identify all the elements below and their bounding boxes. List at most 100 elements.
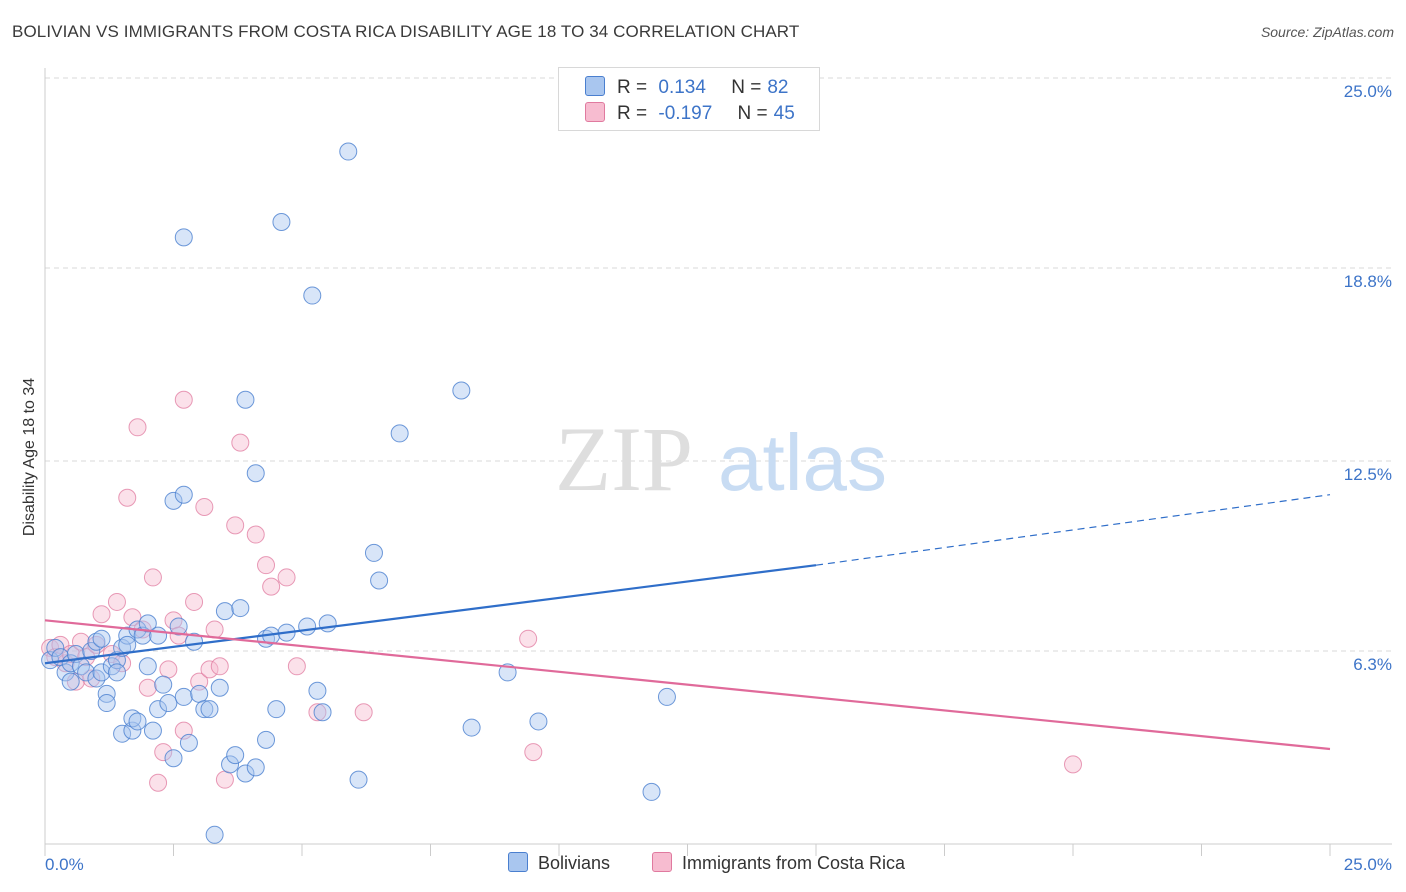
bolivians-point — [123, 709, 142, 728]
costa-rica-point — [524, 743, 543, 762]
costa-rica-point — [195, 497, 214, 516]
bolivians-point — [452, 381, 471, 400]
y-tick-label: 12.5% — [1344, 465, 1392, 484]
legend-swatch-bolivians — [585, 76, 605, 96]
bolivians-point — [390, 424, 409, 443]
costa-rica-trend-line — [44, 619, 1331, 751]
bolivians-point — [364, 543, 383, 562]
bolivians-point — [149, 626, 168, 645]
costa-rica-point — [154, 743, 173, 762]
legend-row-costa-rica: R = -0.197 N = 45 — [585, 102, 795, 128]
costa-rica-point — [113, 654, 132, 673]
bolivians-point — [236, 390, 255, 409]
bolivians-point — [77, 663, 96, 682]
bolivians-point — [221, 755, 240, 774]
costa-rica-point — [107, 592, 126, 611]
costa-rica-point — [118, 488, 137, 507]
bolivians-point — [318, 614, 337, 633]
bolivians-point — [82, 641, 101, 660]
bolivians-point — [231, 599, 250, 618]
costa-rica-point — [519, 629, 538, 648]
bottom-legend-costa-rica: Immigrants from Costa Rica — [652, 852, 905, 874]
legend-r-label: R = — [617, 103, 648, 124]
costa-rica-points — [41, 390, 1082, 792]
bolivians-point — [169, 617, 188, 636]
bolivians-point — [298, 617, 317, 636]
costa-rica-point — [41, 638, 60, 657]
costa-rica-point — [200, 660, 219, 679]
bolivians-point — [97, 694, 116, 713]
costa-rica-point — [185, 592, 204, 611]
grid-lines — [45, 77, 1392, 652]
costa-rica-point — [159, 660, 178, 679]
correlation-legend: R = 0.134 N = 82 R = -0.197 N = 45 — [558, 67, 820, 131]
bolivians-point — [236, 764, 255, 783]
bolivians-point — [61, 672, 80, 691]
bolivians-point — [118, 635, 137, 654]
costa-rica-point — [1064, 755, 1082, 774]
bolivians-point — [313, 703, 332, 722]
bolivians-point — [164, 491, 183, 510]
bolivians-point — [190, 684, 209, 703]
bolivians-point — [159, 694, 178, 713]
costa-rica-point — [308, 703, 327, 722]
legend-r-label: R = — [617, 77, 648, 98]
costa-rica-point — [138, 678, 157, 697]
chart-title: BOLIVIAN VS IMMIGRANTS FROM COSTA RICA D… — [12, 22, 800, 41]
costa-rica-point — [92, 605, 111, 624]
bolivians-point — [246, 464, 265, 483]
costa-rica-point — [215, 770, 234, 789]
costa-rica-point — [226, 516, 245, 535]
bolivians-point — [272, 213, 291, 232]
y-tick-label: 25.0% — [1344, 82, 1392, 101]
costa-rica-point — [82, 669, 101, 688]
bolivians-point — [92, 663, 111, 682]
bolivians-point — [46, 638, 65, 657]
costa-rica-point — [149, 773, 168, 792]
bolivians-point — [164, 749, 183, 768]
bolivians-point — [642, 782, 661, 801]
bolivians-trend-extension — [815, 494, 1331, 566]
costa-rica-point — [174, 390, 193, 409]
bolivians-trend-line — [44, 564, 817, 665]
costa-rica-point — [205, 620, 224, 639]
bolivians-point — [303, 286, 322, 305]
bolivians-point — [138, 614, 157, 633]
bolivians-point — [128, 712, 147, 731]
bolivians-point — [118, 626, 137, 645]
bolivians-point — [87, 632, 106, 651]
bottom-legend-costa-rica-label: Immigrants from Costa Rica — [682, 853, 906, 873]
x-tick-label: 0.0% — [45, 855, 84, 874]
costa-rica-point — [277, 568, 296, 587]
bolivians-point — [107, 663, 126, 682]
bolivians-point — [92, 629, 111, 648]
x-tick-label: 25.0% — [1344, 855, 1392, 874]
bolivians-point — [143, 721, 162, 740]
bolivians-point — [56, 663, 75, 682]
bolivians-point — [349, 770, 368, 789]
costa-rica-point — [51, 635, 70, 654]
bolivians-point — [149, 700, 168, 719]
watermark: ZIP atlas — [555, 408, 887, 510]
legend-n-label: N = — [737, 103, 768, 124]
bolivians-point — [179, 733, 198, 752]
bolivians-point — [174, 687, 193, 706]
y-tick-label: 6.3% — [1353, 655, 1392, 674]
costa-rica-point — [190, 672, 209, 691]
watermark-atlas: atlas — [718, 418, 887, 507]
y-tick-label: 18.8% — [1344, 272, 1392, 291]
bolivians-point — [174, 485, 193, 504]
bottom-swatch-costa-rica — [652, 852, 672, 872]
bolivians-point — [657, 687, 676, 706]
costa-rica-point — [143, 568, 162, 587]
bolivians-point — [185, 632, 204, 651]
bolivians-point — [210, 678, 229, 697]
bolivians-point — [462, 718, 481, 737]
bolivians-point — [97, 684, 116, 703]
costa-rica-point — [246, 525, 265, 544]
bolivians-point — [529, 712, 548, 731]
bolivians-point — [205, 825, 224, 844]
bolivians-point — [339, 142, 358, 161]
bolivians-point — [215, 602, 234, 621]
